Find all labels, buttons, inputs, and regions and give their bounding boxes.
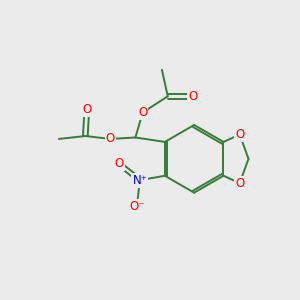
Text: O: O — [106, 133, 115, 146]
Text: N⁺: N⁺ — [132, 174, 147, 187]
Text: O⁻: O⁻ — [129, 200, 145, 213]
Text: O: O — [188, 90, 197, 103]
Text: O: O — [82, 103, 92, 116]
Text: O: O — [235, 177, 244, 190]
Text: O: O — [138, 106, 147, 119]
Text: O: O — [235, 128, 244, 141]
Text: O: O — [115, 158, 124, 170]
